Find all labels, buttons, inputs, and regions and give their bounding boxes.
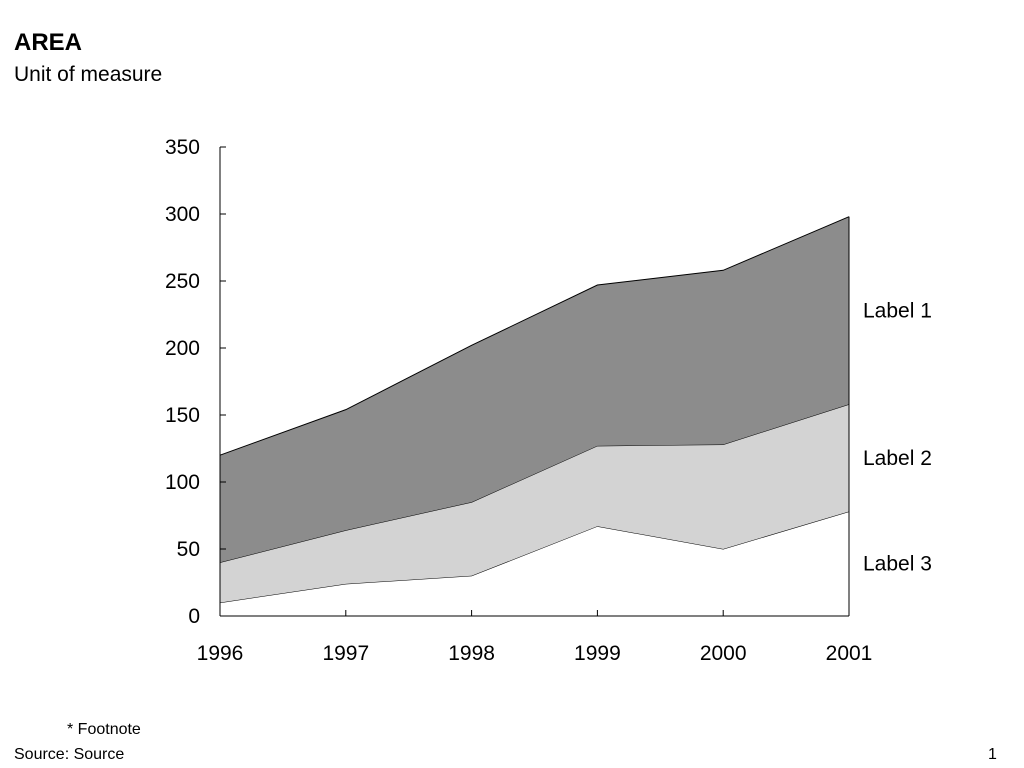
- area-label-2: [220, 404, 849, 603]
- x-tick-label: 1998: [448, 642, 495, 665]
- x-tick-label: 2000: [700, 642, 747, 665]
- y-tick-label: 250: [165, 270, 200, 293]
- footnote: * Footnote: [67, 721, 141, 738]
- series-label-label-2: Label 2: [863, 447, 932, 470]
- y-tick-label: 100: [165, 471, 200, 494]
- x-tick-label: 1999: [574, 642, 621, 665]
- series-labels-group: Label 3 Label 2 Label 1: [863, 299, 932, 575]
- series-label-label-1: Label 1: [863, 299, 932, 322]
- series-label-label-3: Label 3: [863, 553, 932, 576]
- area-label-1: [220, 216, 849, 563]
- axes-group: 0 50 100 150 200 250 300 350 1996 1997 1998 1999 200…: [165, 136, 872, 665]
- y-tick-label: 150: [165, 404, 200, 427]
- y-tick-label: 300: [165, 203, 200, 226]
- y-tick-label: 0: [188, 605, 200, 628]
- chart-subtitle: Unit of measure: [14, 63, 163, 86]
- source-note: Source: Source: [14, 746, 125, 763]
- y-tick-label: 50: [177, 538, 200, 561]
- y-tick-label: 350: [165, 136, 200, 159]
- page-number: 1: [988, 746, 997, 763]
- area-label-3: [220, 511, 849, 616]
- y-tick-label: 200: [165, 337, 200, 360]
- x-tick-label: 1996: [197, 642, 244, 665]
- x-tick-label: 2001: [826, 642, 873, 665]
- area-series-group: [219, 216, 850, 616]
- chart-title: AREA: [14, 29, 83, 56]
- x-tick-label: 1997: [322, 642, 369, 665]
- area-top-line-label-1: [219, 216, 850, 456]
